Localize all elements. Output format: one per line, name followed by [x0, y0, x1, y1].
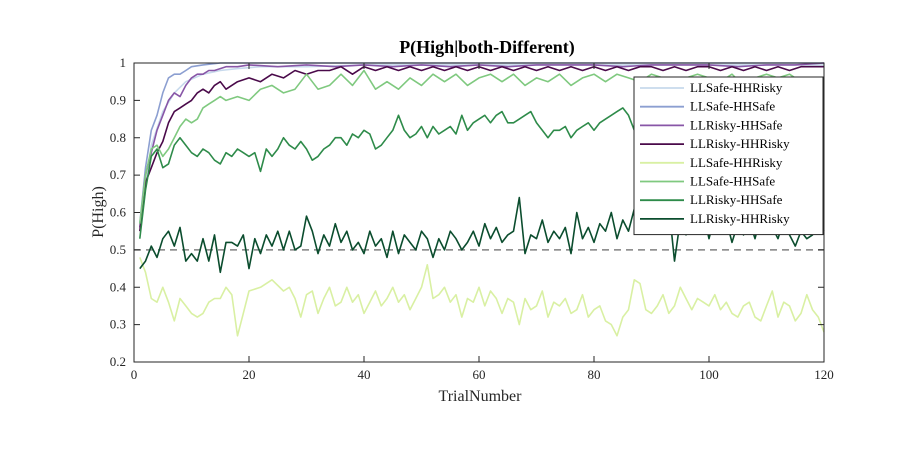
x-tick-label: 100 [699, 367, 719, 382]
y-tick-label: 0.8 [110, 130, 126, 145]
legend-label: LLRisky-HHSafe [690, 117, 783, 132]
y-tick-label: 0.7 [110, 167, 127, 182]
y-tick-label: 0.5 [110, 242, 126, 257]
y-tick-label: 0.6 [110, 205, 127, 220]
y-tick-label: 0.2 [110, 354, 126, 369]
legend-label: LLRisky-HHRisky [690, 136, 790, 151]
x-tick-label: 120 [814, 367, 834, 382]
chart-title: P(High|both-Different) [399, 37, 575, 58]
x-tick-label: 20 [243, 367, 256, 382]
legend-label: LLSafe-HHRisky [690, 155, 783, 170]
y-tick-label: 0.3 [110, 317, 126, 332]
x-tick-label: 60 [473, 367, 486, 382]
series-line-6 [139, 69, 825, 224]
x-tick-label: 80 [588, 367, 601, 382]
legend-label: LLRisky-HHSafe [690, 192, 783, 207]
y-axis-label: P(High) [90, 186, 107, 238]
y-tick-label: 0.9 [110, 92, 126, 107]
series-line-5 [139, 257, 825, 337]
legend-label: LLSafe-HHSafe [690, 174, 775, 189]
x-axis-label: TrialNumber [439, 388, 523, 405]
legend-label: LLRisky-HHRisky [690, 211, 790, 226]
legend-label: LLSafe-HHRisky [690, 80, 783, 95]
series-line-3 [139, 62, 825, 228]
legend-label: LLSafe-HHSafe [690, 99, 775, 114]
axes: 0 20 40 60 80 100 120 0.2 0.3 0.4 0.5 0.6 0.7 0.8 0.9 1 [110, 55, 834, 382]
x-tick-label: 40 [358, 367, 371, 382]
legend: LLSafe-HHRisky LLSafe-HHSafe LLRisky-HHSaf… [633, 76, 824, 236]
y-tick-label: 0.4 [110, 279, 127, 294]
x-tick-label: 0 [131, 367, 138, 382]
y-tick-label: 1 [120, 55, 127, 70]
legend-box [633, 76, 824, 236]
series-line-4 [139, 65, 824, 232]
